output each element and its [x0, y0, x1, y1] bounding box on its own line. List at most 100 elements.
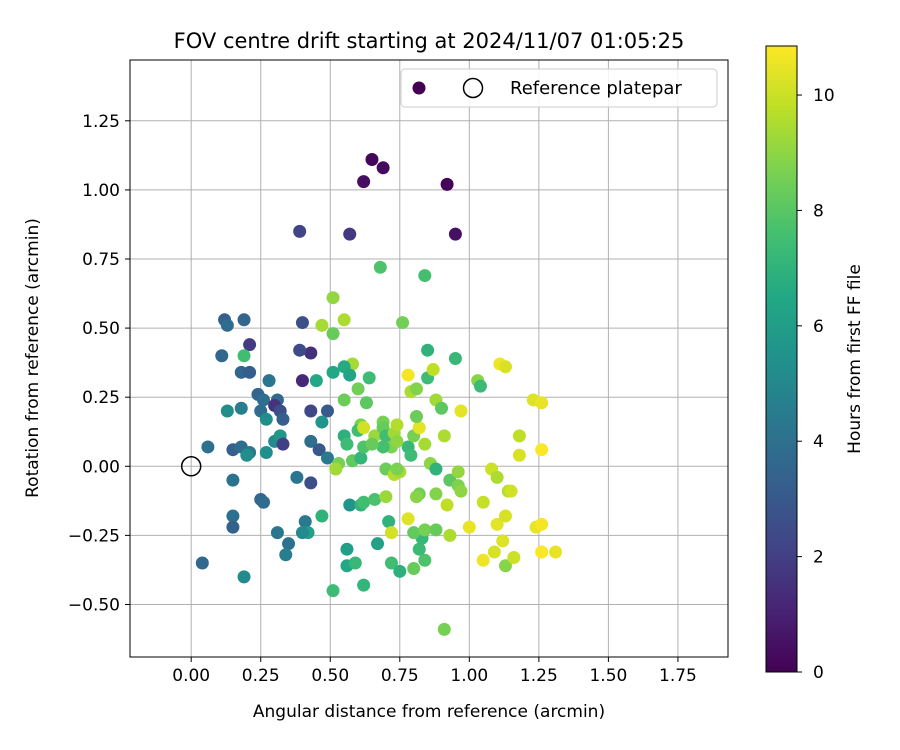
data-point	[354, 451, 368, 465]
data-point	[409, 382, 423, 396]
data-point	[535, 443, 549, 457]
data-point	[257, 495, 271, 509]
data-point	[326, 327, 340, 341]
data-point	[340, 542, 354, 556]
data-point	[512, 448, 526, 462]
data-point	[257, 393, 271, 407]
colorbar-ticks: 0 2 4 6 8 10	[797, 86, 835, 683]
data-point	[309, 374, 323, 388]
data-point	[220, 404, 234, 418]
data-point	[476, 495, 490, 509]
data-point	[435, 401, 449, 415]
data-point	[315, 318, 329, 332]
data-point	[359, 396, 373, 410]
data-point	[390, 462, 404, 476]
legend-box	[400, 68, 718, 108]
data-point	[498, 509, 512, 523]
data-point	[304, 476, 318, 490]
reference-point	[180, 456, 202, 477]
data-point	[357, 578, 371, 592]
data-point	[376, 161, 390, 175]
data-point	[234, 401, 248, 415]
data-point	[448, 227, 462, 241]
data-point	[295, 316, 309, 330]
data-point	[396, 316, 410, 330]
x-tick-label: 1.75	[659, 666, 697, 686]
y-tick-label: 0.75	[82, 250, 120, 270]
data-point	[535, 396, 549, 410]
data-point	[276, 437, 290, 451]
data-point	[451, 465, 465, 479]
data-point	[351, 382, 365, 396]
colorbar-label: Hours from first FF file	[845, 264, 865, 454]
data-point	[376, 440, 390, 454]
data-point	[365, 437, 379, 451]
legend-label-reference: Reference platepar	[510, 78, 682, 99]
y-tick-label: 0.50	[82, 319, 120, 339]
data-point	[237, 349, 251, 363]
data-point	[240, 448, 254, 462]
data-point	[437, 622, 451, 636]
y-tick-label: 1.25	[82, 112, 120, 132]
data-point	[371, 537, 385, 551]
grid-lines	[130, 60, 728, 657]
data-point	[320, 451, 334, 465]
data-point	[498, 559, 512, 573]
data-point	[220, 318, 234, 332]
colorbar-tick-label: 2	[813, 548, 824, 568]
data-point	[298, 515, 312, 529]
y-tick-label: −0.50	[68, 595, 120, 615]
plot-frame	[129, 59, 729, 658]
data-point	[270, 526, 284, 540]
data-point	[304, 404, 318, 418]
colorbar-tick-label: 10	[813, 86, 835, 106]
data-point	[379, 490, 393, 504]
data-point	[276, 412, 290, 426]
data-point	[259, 412, 273, 426]
data-point	[282, 537, 296, 551]
data-point	[293, 224, 307, 238]
colorbar-tick-label: 4	[813, 432, 824, 452]
data-point	[421, 343, 435, 357]
y-tick-label: 0.25	[82, 388, 120, 408]
data-point	[326, 584, 340, 598]
data-point	[409, 410, 423, 424]
data-point	[498, 360, 512, 374]
data-point	[340, 437, 354, 451]
data-point	[384, 526, 398, 540]
data-point	[337, 313, 351, 327]
data-point	[259, 445, 273, 459]
data-point	[326, 291, 340, 305]
data-point	[401, 368, 415, 382]
data-point	[312, 443, 326, 457]
data-point	[226, 509, 240, 523]
data-point	[535, 517, 549, 531]
x-axis-ticks: 0.00 0.25 0.50 0.75 1.00 1.25 1.50 1.75	[172, 657, 697, 686]
data-point	[409, 490, 423, 504]
data-point	[443, 528, 457, 542]
x-tick-label: 0.25	[242, 666, 280, 686]
data-point	[295, 374, 309, 388]
data-point	[343, 498, 357, 512]
data-point	[496, 534, 510, 548]
data-point	[412, 421, 426, 435]
x-tick-label: 1.25	[520, 666, 558, 686]
data-point	[320, 404, 334, 418]
data-point	[315, 509, 329, 523]
data-point	[348, 556, 362, 570]
data-point	[357, 175, 371, 189]
data-point	[262, 374, 276, 388]
y-tick-label: 0.00	[82, 457, 120, 477]
colorbar	[765, 45, 798, 673]
data-point	[490, 470, 504, 484]
data-point	[293, 343, 307, 357]
data-point	[357, 495, 371, 509]
data-point	[279, 548, 293, 562]
data-point	[404, 448, 418, 462]
y-tick-label: 1.00	[82, 181, 120, 201]
data-point	[412, 542, 426, 556]
data-point	[201, 440, 215, 454]
data-point	[454, 404, 468, 418]
data-point	[362, 371, 376, 385]
